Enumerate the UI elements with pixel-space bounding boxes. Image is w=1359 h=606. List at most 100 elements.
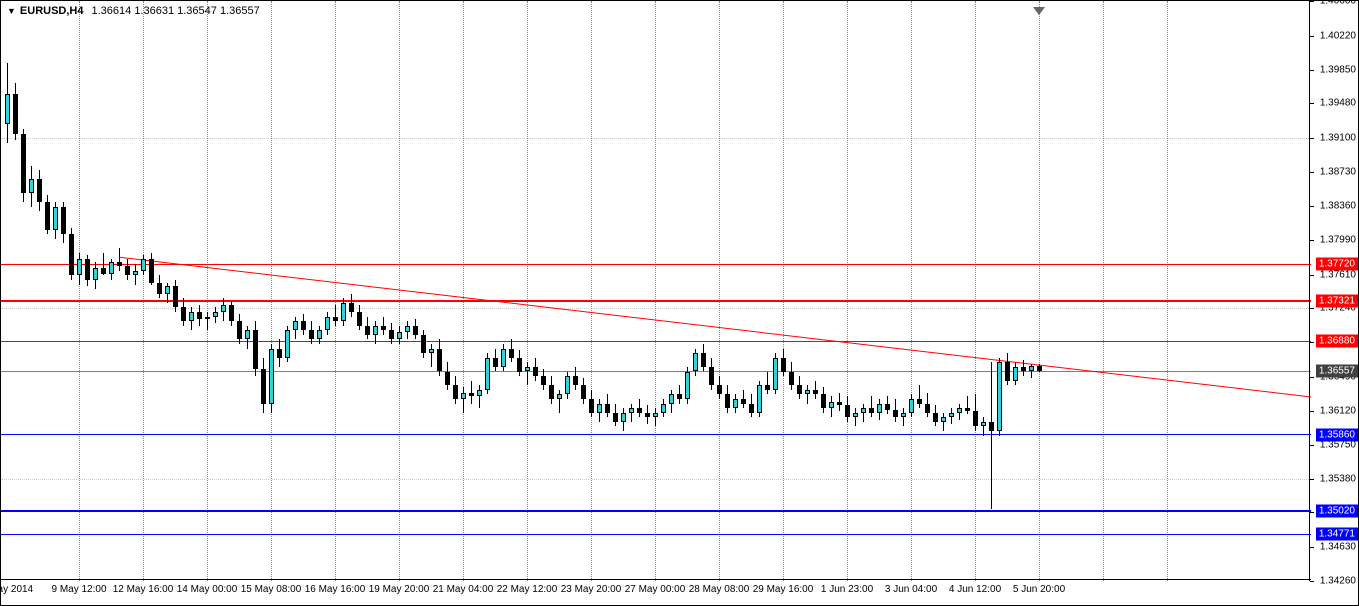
candle-body[interactable] [333,317,338,322]
candle-body[interactable] [117,262,122,267]
candle-body[interactable] [253,330,258,368]
candle-body[interactable] [677,394,682,399]
candle-body[interactable] [821,394,826,408]
candle-body[interactable] [669,394,674,403]
candle-body[interactable] [229,305,234,321]
candle-body[interactable] [293,321,298,330]
candle-body[interactable] [861,408,866,413]
candle-body[interactable] [1029,366,1034,372]
candle-body[interactable] [741,399,746,404]
candle-body[interactable] [765,385,770,390]
candle-body[interactable] [1013,367,1018,381]
candle-body[interactable] [205,317,210,320]
candle-body[interactable] [645,413,650,418]
candle-body[interactable] [589,399,594,413]
candle-body[interactable] [517,358,522,372]
candle-body[interactable] [773,358,778,390]
candle-body[interactable] [141,259,146,271]
candle-body[interactable] [637,408,642,413]
candle-body[interactable] [493,358,498,367]
candle-body[interactable] [237,321,242,339]
candle-body[interactable] [45,202,50,229]
candle-body[interactable] [925,404,930,413]
chart-caret-icon[interactable]: ▼ [7,6,16,16]
candle-body[interactable] [997,362,1002,431]
candle-body[interactable] [869,408,874,413]
candle-body[interactable] [165,286,170,293]
candle-body[interactable] [109,262,114,274]
price-line[interactable] [1,264,1311,265]
candle-body[interactable] [509,349,514,358]
candle-body[interactable] [197,312,202,319]
candle-body[interactable] [805,390,810,395]
candle-body[interactable] [437,349,442,372]
candle-body[interactable] [405,326,410,332]
candle-body[interactable] [213,312,218,317]
candle-body[interactable] [605,404,610,413]
candle-body[interactable] [797,385,802,394]
candle-body[interactable] [1037,366,1042,371]
candle-body[interactable] [269,349,274,404]
candle-body[interactable] [813,390,818,395]
candle-body[interactable] [341,303,346,321]
candle-body[interactable] [285,330,290,357]
candle-body[interactable] [781,358,786,372]
candle-body[interactable] [573,376,578,385]
price-line[interactable] [1,510,1311,512]
candle-body[interactable] [317,330,322,339]
candle-body[interactable] [549,385,554,399]
candle-body[interactable] [429,349,434,354]
candle-body[interactable] [629,408,634,413]
candle-body[interactable] [757,385,762,412]
candle-body[interactable] [325,317,330,331]
candle-body[interactable] [61,207,66,234]
candle-body[interactable] [957,408,962,413]
candle-body[interactable] [621,413,626,422]
candle-body[interactable] [453,385,458,399]
candle-body[interactable] [541,376,546,385]
candle-body[interactable] [725,394,730,408]
candle-body[interactable] [149,259,154,283]
candle-body[interactable] [373,326,378,335]
candle-body[interactable] [85,259,90,280]
candle-body[interactable] [909,399,914,413]
candle-body[interactable] [461,393,466,399]
candle-body[interactable] [701,353,706,367]
candle-body[interactable] [989,422,994,431]
candle-body[interactable] [581,385,586,399]
candle-body[interactable] [965,408,970,411]
candle-body[interactable] [653,413,658,418]
price-line[interactable] [1,300,1311,302]
candle-body[interactable] [29,179,34,193]
candle-body[interactable] [597,404,602,413]
candle-body[interactable] [837,402,842,406]
candle-body[interactable] [181,307,186,321]
candle-body[interactable] [709,367,714,385]
candle-body[interactable] [557,394,562,399]
price-line[interactable] [1,434,1311,435]
candle-body[interactable] [69,234,74,275]
candle-body[interactable] [349,303,354,312]
trendline[interactable] [1,1,1311,581]
candle-body[interactable] [661,404,666,413]
candle-body[interactable] [693,353,698,371]
candle-body[interactable] [125,266,130,275]
candle-body[interactable] [301,321,306,330]
candle-body[interactable] [245,330,250,339]
candle-body[interactable] [845,405,850,417]
candle-body[interactable] [565,376,570,394]
candle-body[interactable] [789,372,794,386]
candle-body[interactable] [717,385,722,394]
candle-body[interactable] [525,367,530,372]
candle-body[interactable] [733,399,738,408]
candle-body[interactable] [21,134,26,193]
candle-body[interactable] [949,413,954,418]
candle-body[interactable] [389,330,394,339]
candle-body[interactable] [829,402,834,408]
candle-body[interactable] [189,312,194,321]
candle-body[interactable] [853,413,858,418]
price-line[interactable] [1,341,1311,342]
candle-body[interactable] [885,404,890,410]
candle-body[interactable] [357,312,362,326]
candle-body[interactable] [173,286,178,307]
